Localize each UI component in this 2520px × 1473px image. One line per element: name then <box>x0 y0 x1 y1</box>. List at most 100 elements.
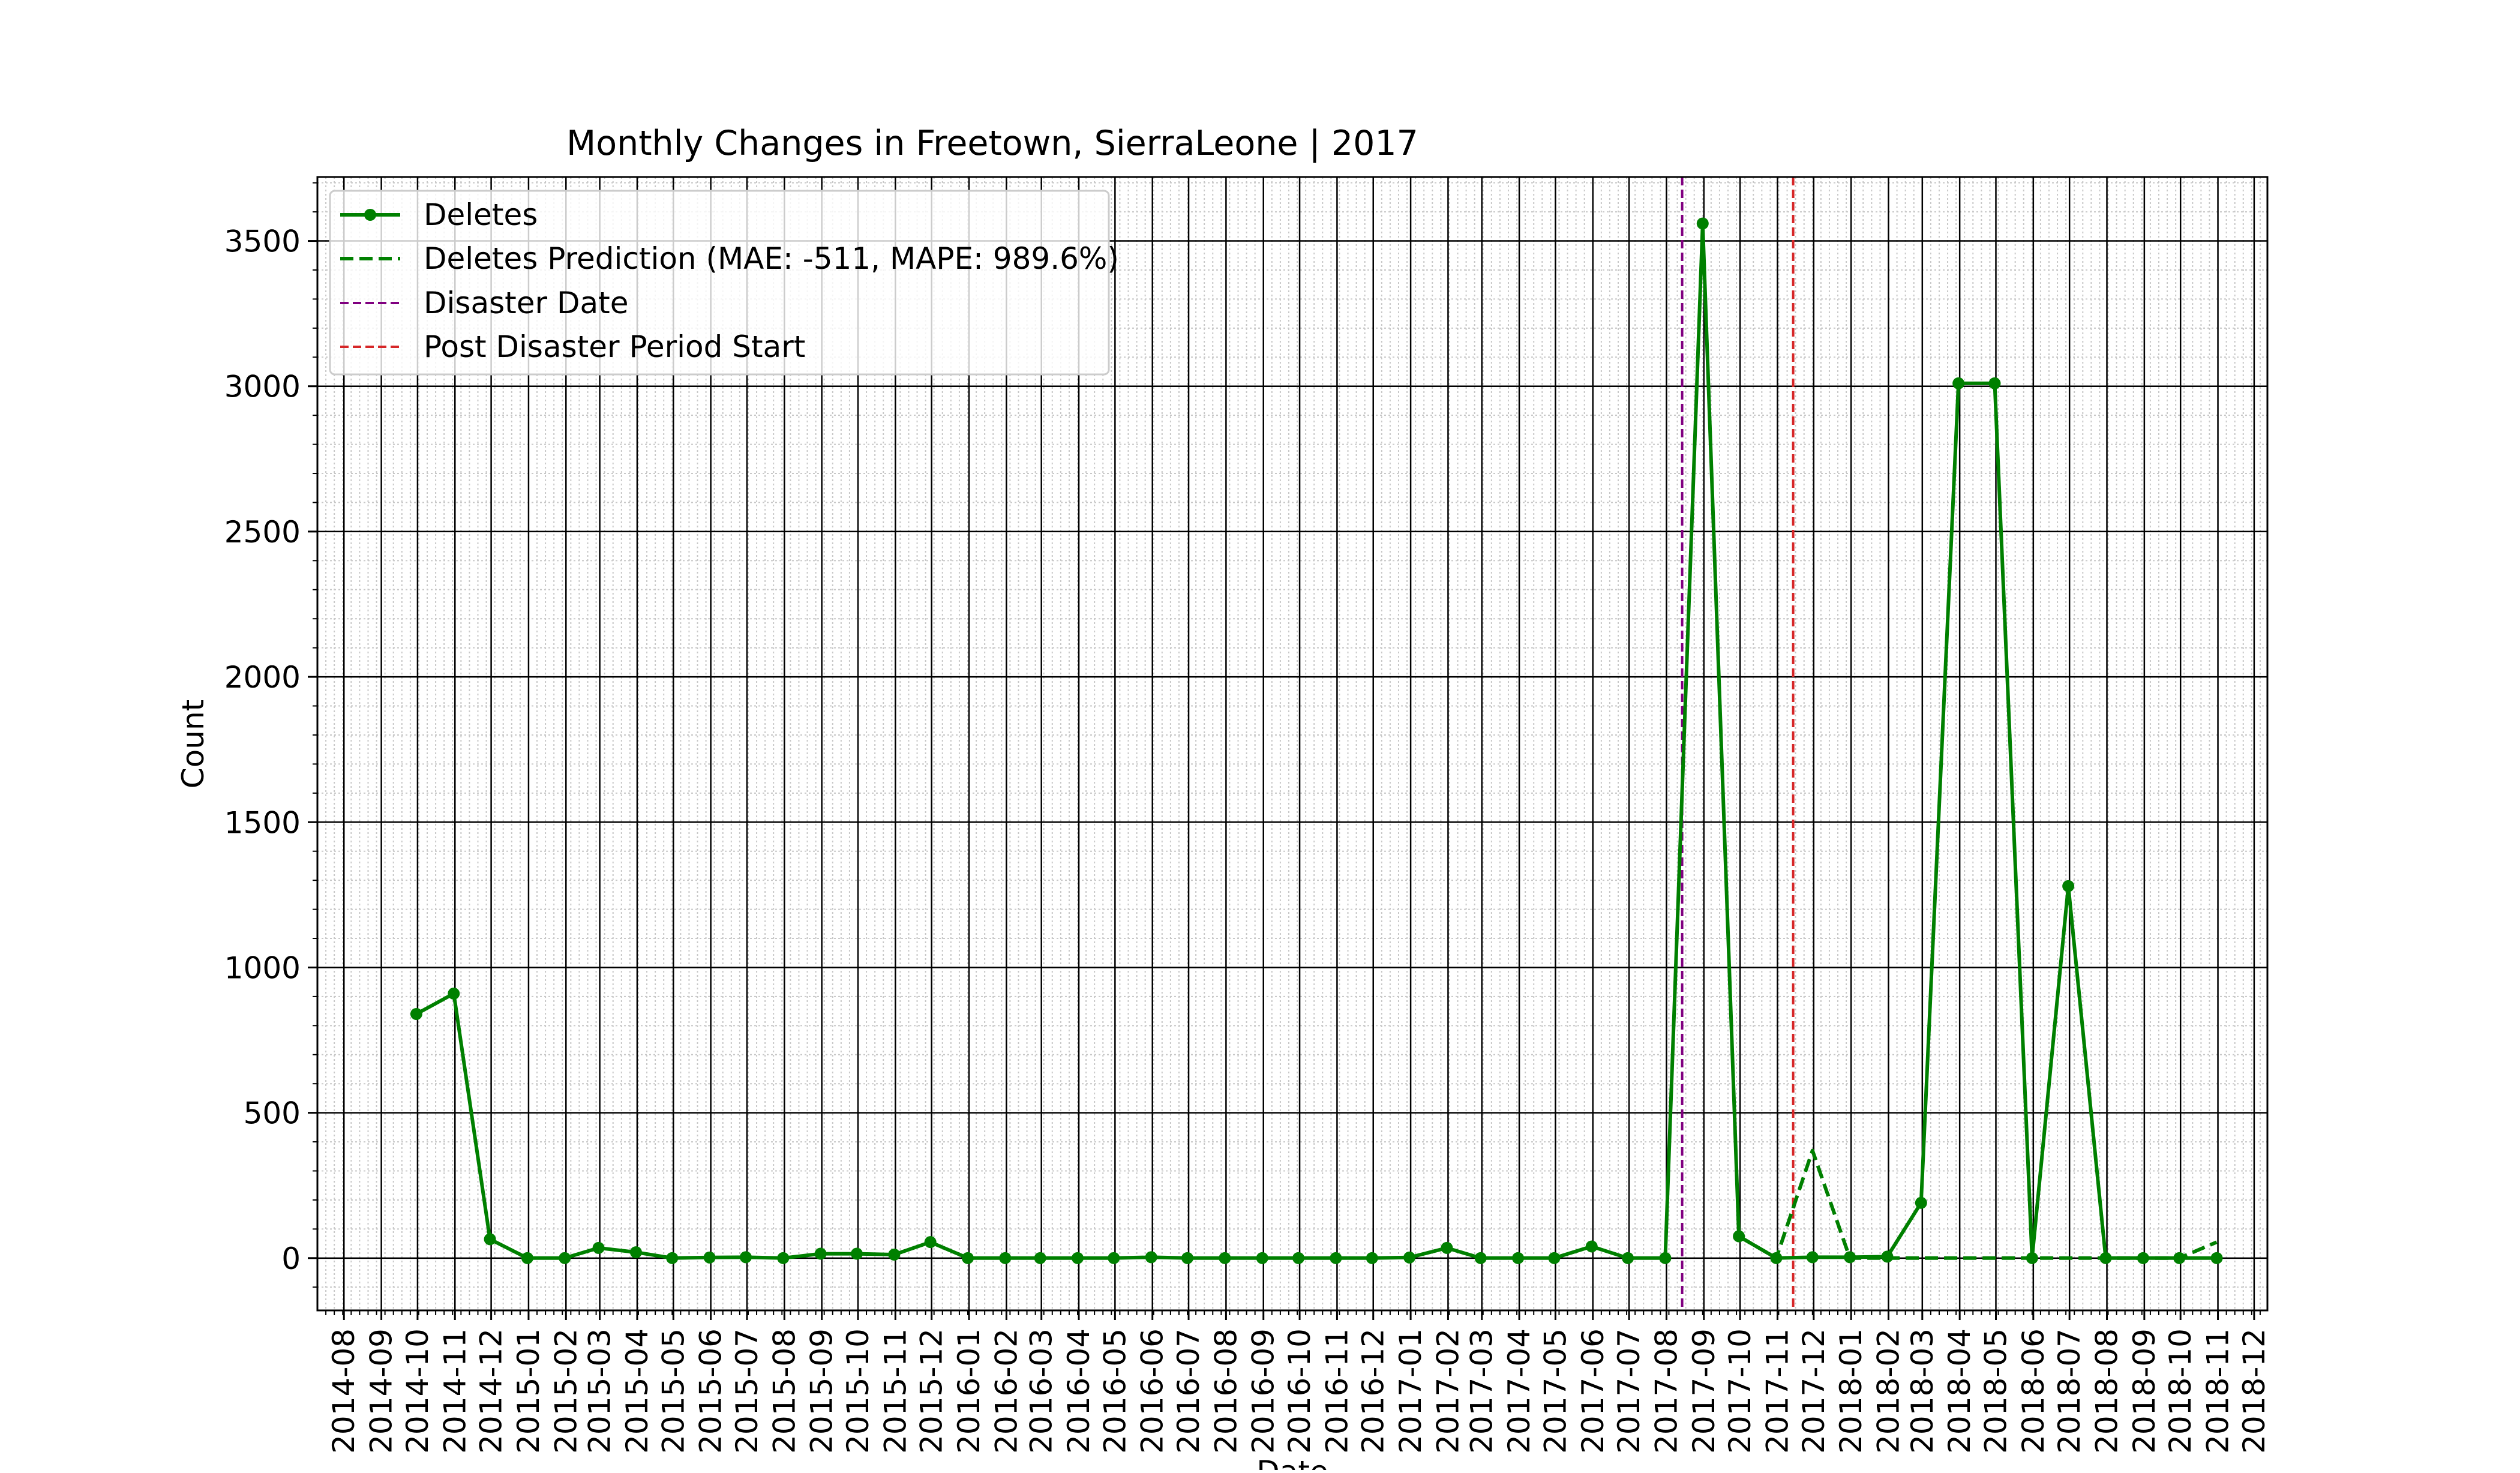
x-tick-label: 2015-07 <box>730 1328 764 1454</box>
x-tick-label: 2016-03 <box>1024 1328 1059 1454</box>
x-tick-label: 2017-01 <box>1393 1328 1428 1454</box>
y-tick-label: 500 <box>244 1096 301 1131</box>
y-tick-label: 3500 <box>224 224 301 259</box>
x-tick-label: 2014-12 <box>474 1328 509 1454</box>
deletes-point <box>1072 1252 1084 1264</box>
deletes-point <box>999 1252 1012 1264</box>
deletes-point <box>924 1236 937 1249</box>
x-tick-label: 2018-03 <box>1905 1328 1940 1454</box>
deletes-point <box>1512 1252 1525 1264</box>
legend-label-disaster-date: Disaster Date <box>424 286 628 320</box>
x-tick-label: 2015-10 <box>841 1328 875 1454</box>
x-tick-label: 2015-03 <box>583 1328 617 1454</box>
legend-label-prediction: Deletes Prediction (MAE: -511, MAPE: 989… <box>424 241 1119 276</box>
x-tick-label: 2014-09 <box>364 1328 399 1454</box>
x-tick-label: 2018-05 <box>1978 1328 2013 1454</box>
y-tick-label: 0 <box>281 1241 301 1276</box>
x-tick-label: 2016-01 <box>952 1328 986 1454</box>
deletes-line <box>415 221 2217 1260</box>
x-tick-label: 2015-06 <box>694 1328 728 1454</box>
x-tick-label: 2017-10 <box>1723 1328 1757 1454</box>
x-tick-label: 2018-07 <box>2052 1328 2087 1454</box>
x-tick-label: 2015-12 <box>914 1328 949 1454</box>
y-tick-label: 3000 <box>224 370 301 404</box>
x-tick-label: 2018-11 <box>2201 1328 2236 1454</box>
deletes-point <box>1952 377 1965 389</box>
x-tick-label: 2015-05 <box>656 1328 691 1454</box>
deletes-point <box>1915 1196 1927 1209</box>
deletes-point <box>1219 1252 1231 1264</box>
x-tick-label: 2017-04 <box>1502 1328 1537 1454</box>
deletes-point <box>1145 1251 1157 1264</box>
x-tick-label: 2016-10 <box>1282 1328 1317 1454</box>
x-tick-label: 2016-04 <box>1061 1328 1096 1454</box>
deletes-point <box>814 1247 827 1260</box>
x-tick-label: 2018-12 <box>2237 1328 2272 1454</box>
legend-label-post-disaster: Post Disaster Period Start <box>424 329 805 364</box>
deletes-point <box>559 1252 571 1264</box>
deletes-point <box>962 1252 974 1264</box>
x-tick-label: 2015-09 <box>805 1328 839 1454</box>
x-tick-label: 2016-12 <box>1356 1328 1391 1454</box>
x-axis-label: Date <box>1256 1454 1328 1470</box>
x-tick-label: 2015-08 <box>767 1328 802 1454</box>
x-tick-label: 2015-02 <box>548 1328 583 1454</box>
x-tick-label: 2015-01 <box>511 1328 546 1454</box>
data-layer <box>410 177 2223 1310</box>
legend-label-deletes: Deletes <box>424 197 538 232</box>
legend-box <box>329 190 1110 376</box>
deletes-point <box>1474 1252 1487 1264</box>
y-tick-label: 2000 <box>224 660 301 695</box>
deletes-point <box>1366 1252 1378 1264</box>
deletes-point <box>1696 217 1709 230</box>
x-tick-label: 2017-08 <box>1649 1328 1684 1454</box>
x-tick-label: 2017-05 <box>1538 1328 1573 1454</box>
deletes-point <box>888 1249 901 1261</box>
y-tick-label: 1500 <box>224 805 301 840</box>
x-tick-label: 2016-06 <box>1135 1328 1170 1454</box>
legend: Deletes Deletes Prediction (MAE: -511, M… <box>329 190 1119 376</box>
x-tick-label: 2016-09 <box>1246 1328 1281 1454</box>
deletes-point <box>1292 1252 1305 1264</box>
deletes-point <box>2062 880 2075 892</box>
x-tick-label: 2018-04 <box>1942 1328 1977 1454</box>
deletes-point <box>739 1251 752 1264</box>
deletes-point <box>666 1252 679 1264</box>
x-tick-label: 2018-09 <box>2127 1328 2162 1454</box>
x-tick-label: 2017-06 <box>1576 1328 1610 1454</box>
x-tick-label: 2014-08 <box>326 1328 361 1454</box>
deletes-point <box>1108 1252 1120 1264</box>
x-tick-label: 2018-02 <box>1871 1328 1906 1454</box>
x-tick-label: 2017-12 <box>1796 1328 1831 1454</box>
y-tick-label: 2500 <box>224 515 301 550</box>
deletes-point <box>1181 1252 1194 1264</box>
deletes-point <box>850 1247 863 1260</box>
x-tick-label: 2018-10 <box>2163 1328 2198 1454</box>
deletes-point <box>521 1252 533 1264</box>
x-tick-label: 2016-07 <box>1171 1328 1206 1454</box>
deletes-point <box>484 1233 496 1246</box>
deletes-point <box>2210 1252 2223 1264</box>
x-tick-label: 2018-08 <box>2090 1328 2125 1454</box>
y-axis-label: Count <box>176 700 211 789</box>
x-tick-label: 2016-08 <box>1208 1328 1243 1454</box>
deletes-point <box>1585 1240 1598 1253</box>
deletes-point <box>629 1246 642 1259</box>
x-tick-label: 2015-04 <box>620 1328 655 1454</box>
deletes-point <box>410 1007 422 1020</box>
x-tick-label: 2017-02 <box>1430 1328 1465 1454</box>
plot-frame <box>316 176 2269 1312</box>
x-tick-label: 2017-09 <box>1687 1328 1721 1454</box>
x-tick-label: 2017-11 <box>1760 1328 1795 1454</box>
chart-title: Monthly Changes in Freetown, SierraLeone… <box>566 124 1418 163</box>
deletes-point <box>777 1252 790 1264</box>
deletes-point <box>1330 1252 1342 1264</box>
deletes-point <box>1622 1252 1634 1264</box>
deletes-point <box>592 1241 605 1254</box>
x-tick-label: 2016-11 <box>1319 1328 1354 1454</box>
deletes-point <box>703 1251 716 1264</box>
x-tick-label: 2014-10 <box>400 1328 435 1454</box>
x-tick-label: 2018-06 <box>2016 1328 2051 1454</box>
deletes-point <box>1548 1252 1561 1264</box>
